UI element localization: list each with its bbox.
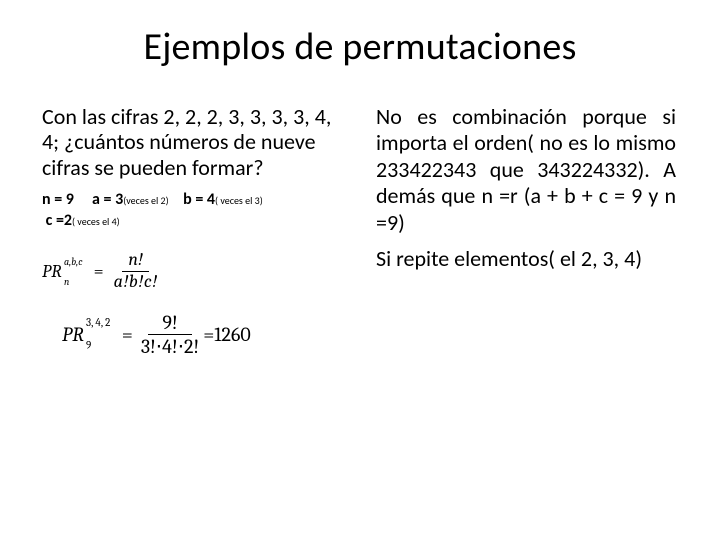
formula2-symbol: PR 3, 4, 2 9 xyxy=(62,325,116,345)
explanation-1: No es combinación porque si importa el o… xyxy=(376,104,676,236)
formula2-result: =1260 xyxy=(203,323,251,346)
param-n: n = 9 xyxy=(42,190,74,209)
param-b: b = 4 xyxy=(183,190,215,209)
equals-sign-2: = xyxy=(122,323,133,346)
fraction2: 9! 3!⋅4!⋅2! xyxy=(139,312,201,357)
general-formula: PR a,b,c n = n! a!b!c! xyxy=(42,251,342,292)
formula-pr-numeric: PR 3, 4, 2 9 = 9! 3!⋅4!⋅2! =1260 xyxy=(62,312,251,357)
right-column: No es combinación porque si importa el o… xyxy=(376,104,676,357)
formula2-sup: 3, 4, 2 xyxy=(86,317,110,328)
exp1-part-a: No es combinación porque si importa el o… xyxy=(376,103,676,183)
columns: Con las cifras 2, 2, 2, 3, 3, 3, 3, 4, 4… xyxy=(42,104,678,357)
param-b-sub: ( veces el 3) xyxy=(215,194,263,207)
fraction2-den: 3!⋅4!⋅2! xyxy=(139,335,201,357)
formula2-sub: 9 xyxy=(86,340,91,351)
formula-symbol-text: PR xyxy=(42,261,62,282)
question-text: Con las cifras 2, 2, 2, 3, 3, 3, 3, 4, 4… xyxy=(42,104,342,180)
explanation-2: Si repite elementos( el 2, 3, 4) xyxy=(376,246,676,272)
exp2-highlight: el 2, 3, 4 xyxy=(560,245,635,272)
formula2-symbol-text: PR xyxy=(62,323,84,346)
slide: Ejemplos de permutaciones Con las cifras… xyxy=(0,0,720,540)
slide-title: Ejemplos de permutaciones xyxy=(42,24,678,70)
param-c: c =2 xyxy=(46,211,72,230)
param-a: a = 3 xyxy=(92,190,123,209)
exp2-part-a: Si repite elementos( xyxy=(376,245,560,272)
equals-sign: = xyxy=(94,261,104,282)
fraction: n! a!b!c! xyxy=(110,251,162,292)
param-c-sub: ( veces el 4) xyxy=(72,215,120,228)
numeric-formula: PR 3, 4, 2 9 = 9! 3!⋅4!⋅2! =1260 xyxy=(42,312,342,357)
left-column: Con las cifras 2, 2, 2, 3, 3, 3, 3, 4, 4… xyxy=(42,104,342,357)
formula-sub: n xyxy=(64,277,69,287)
formula-sup: a,b,c xyxy=(64,257,83,267)
formula-symbol: PR a,b,c n xyxy=(42,263,88,281)
fraction-num: n! xyxy=(122,251,149,272)
param-a-sub: (veces el 2) xyxy=(123,194,168,207)
fraction2-num: 9! xyxy=(148,312,191,335)
fraction-den: a!b!c! xyxy=(110,272,162,292)
exp2-part-c: ) xyxy=(635,245,642,272)
formula-pr-general: PR a,b,c n = n! a!b!c! xyxy=(42,251,162,292)
parameters: n = 9 a = 3(veces el 2) b = 4( veces el … xyxy=(42,190,342,232)
